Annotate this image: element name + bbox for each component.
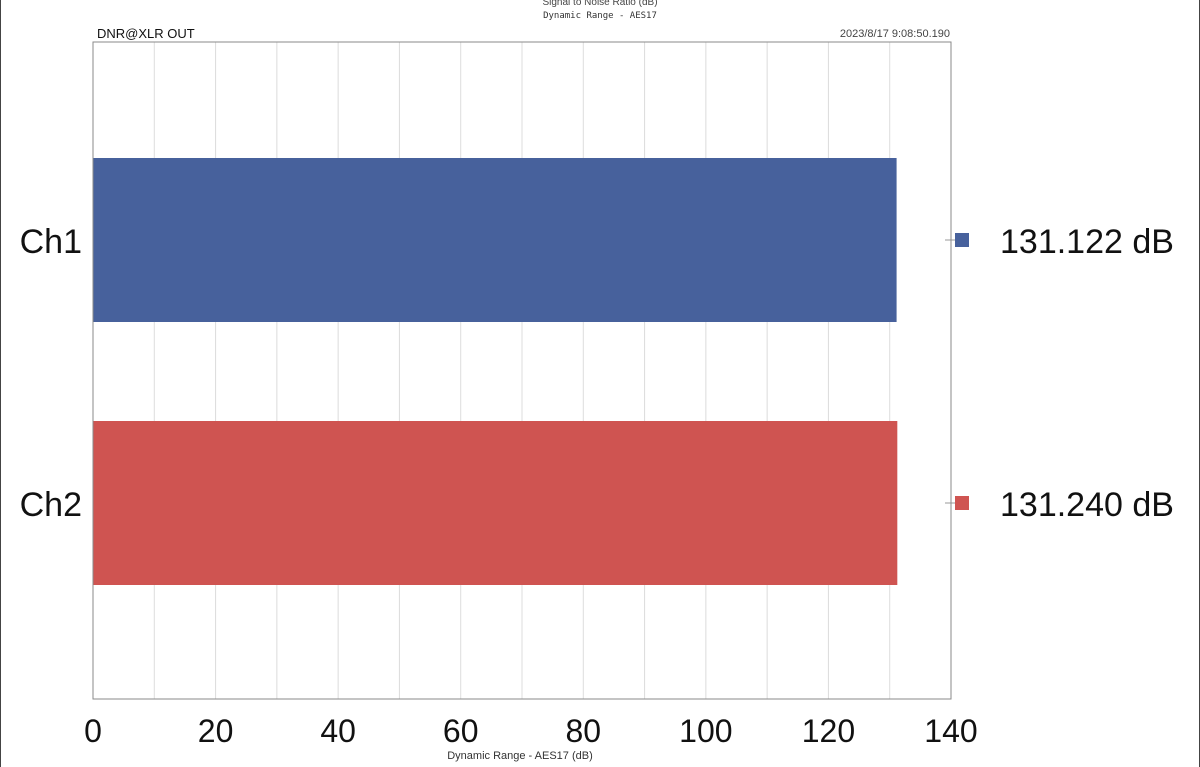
plot-border [92,41,952,700]
x-tick-label: 120 [802,713,855,749]
bar-ch1 [93,158,897,322]
x-tick-label: 140 [924,713,977,749]
chart-title: Signal to Noise Ratio (dB) [542,0,658,8]
x-tick-label: 100 [679,713,732,749]
x-tick-label: 60 [443,713,479,749]
bar-ch2 [93,421,898,585]
window-left-edge [0,0,1,767]
x-axis-title: Dynamic Range - AES17 (dB) [447,750,593,762]
timestamp: 2023/8/17 9:08:50.190 [839,28,950,40]
value-label: 131.122 dB [1000,223,1174,261]
legend-swatch [955,233,969,247]
x-tick-label: 0 [84,713,102,749]
value-label: 131.240 dB [1000,486,1174,524]
category-label: Ch1 [20,223,82,261]
x-tick-label: 20 [198,713,234,749]
category-label: Ch2 [20,486,82,524]
x-tick-label: 80 [565,713,601,749]
measurement-name: DNR@XLR OUT [97,26,195,41]
chart-subtitle: Dynamic Range - AES17 [543,11,657,21]
x-tick-label: 40 [320,713,356,749]
legend-swatch [955,496,969,510]
